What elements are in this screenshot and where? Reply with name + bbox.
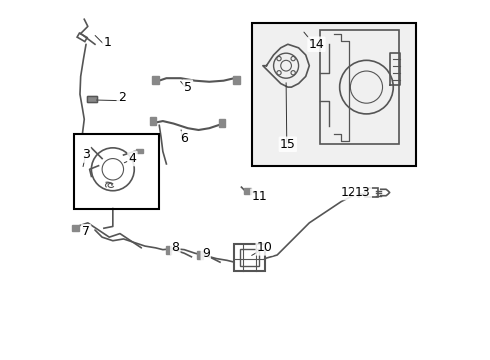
Text: 4: 4 — [128, 152, 136, 165]
Text: 15: 15 — [280, 138, 296, 151]
Bar — [87, 96, 97, 102]
Text: 9: 9 — [202, 247, 210, 260]
Bar — [234, 244, 265, 271]
Bar — [252, 23, 416, 166]
Text: 5: 5 — [184, 81, 192, 94]
Bar — [365, 188, 377, 197]
Text: 6: 6 — [180, 132, 188, 145]
Text: 3: 3 — [82, 148, 90, 162]
Bar — [136, 149, 143, 153]
Text: 1: 1 — [103, 36, 111, 49]
Bar — [240, 249, 259, 266]
Text: 2: 2 — [118, 91, 126, 104]
Bar — [245, 188, 251, 194]
Bar — [77, 33, 87, 41]
Bar — [74, 134, 159, 208]
Text: 12: 12 — [341, 186, 356, 199]
Bar — [219, 119, 225, 127]
Bar — [233, 76, 240, 84]
Bar — [87, 96, 97, 102]
Text: 10: 10 — [257, 241, 272, 255]
Bar — [152, 76, 159, 84]
Text: 7: 7 — [82, 225, 90, 238]
Bar — [197, 251, 203, 259]
Bar — [72, 225, 79, 231]
Bar — [320, 30, 398, 144]
Bar — [150, 117, 156, 125]
Bar — [166, 247, 171, 254]
Text: 14: 14 — [309, 38, 324, 51]
Text: 8: 8 — [172, 241, 179, 255]
Text: 11: 11 — [251, 190, 267, 203]
Text: 13: 13 — [355, 186, 371, 199]
